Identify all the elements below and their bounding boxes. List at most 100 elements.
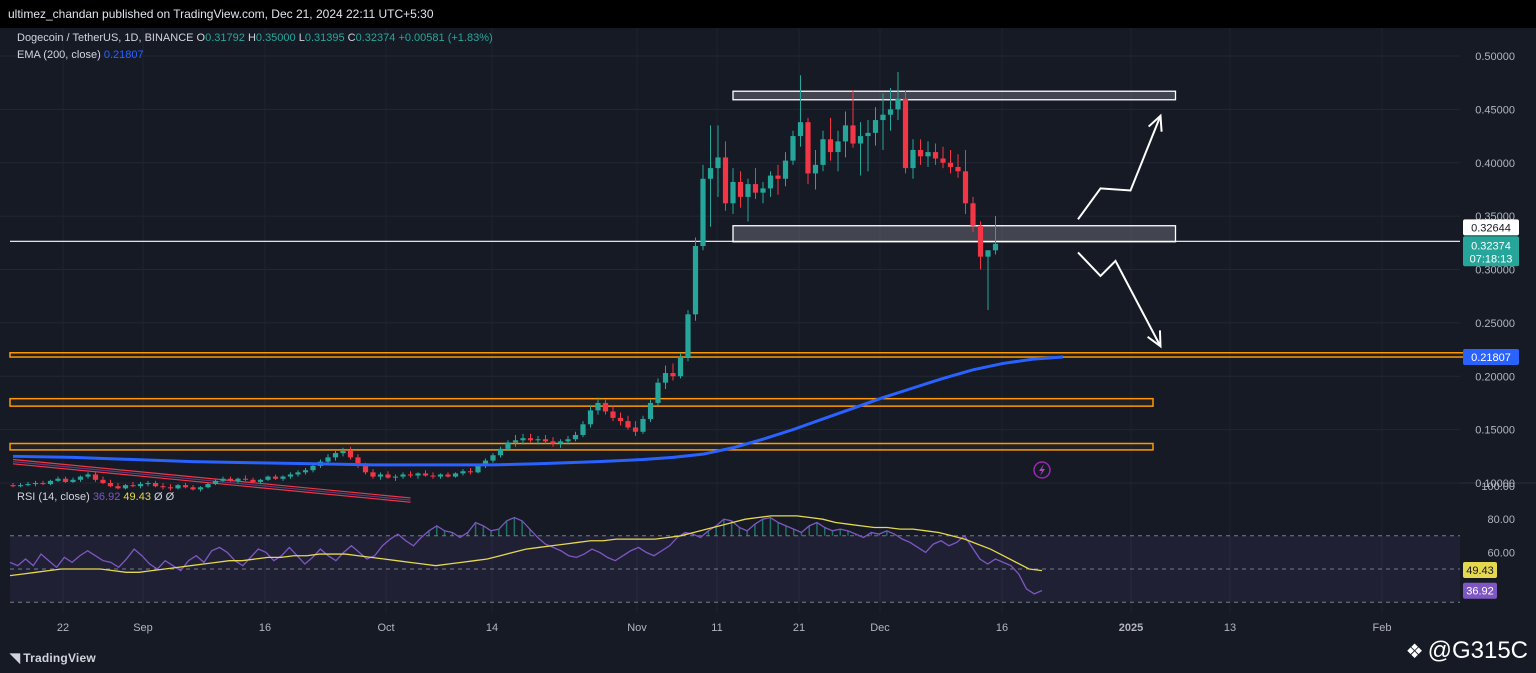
- tradingview-logo[interactable]: ◥ TradingView: [10, 650, 96, 666]
- candle-body: [550, 441, 556, 444]
- price-axis-tick: 0.10000: [1475, 478, 1515, 490]
- candle-body: [467, 471, 474, 473]
- arrows: [1033, 113, 1163, 479]
- candle-body: [992, 243, 999, 251]
- candle-body: [77, 476, 84, 480]
- candle-body: [205, 484, 211, 488]
- bull-arrow: [1077, 115, 1162, 220]
- candle-body: [655, 382, 661, 403]
- rsi-tag: 36.92: [1466, 586, 1494, 598]
- time-axis-tick: 2025: [1119, 622, 1143, 634]
- candle-body: [490, 455, 496, 461]
- bear-arrow-head: [1147, 330, 1162, 349]
- candle-body: [160, 486, 166, 488]
- candle-body: [70, 479, 76, 482]
- candle-body: [752, 184, 759, 193]
- candle-body: [407, 474, 414, 476]
- candle-body: [475, 465, 481, 473]
- price-axis-tick: 0.20000: [1475, 371, 1515, 383]
- candle-body: [265, 476, 271, 480]
- candle-body: [520, 438, 526, 441]
- hline-tag-bg: [1463, 219, 1519, 236]
- candle-body: [782, 160, 789, 179]
- price-axis-tick: 0.40000: [1475, 158, 1515, 170]
- candle-body: [47, 480, 54, 485]
- rsi-legend: RSI (14, close) 36.92 49.43 Ø Ø: [17, 491, 174, 503]
- candle-body: [370, 472, 376, 477]
- candle-body: [347, 450, 354, 458]
- candle-body: [452, 473, 459, 477]
- candle-body: [857, 136, 864, 144]
- publisher-text: ultimez_chandan published on TradingView…: [8, 7, 434, 21]
- time-axis-tick: Sep: [133, 622, 153, 634]
- candle-body: [377, 474, 384, 477]
- candle-body: [257, 479, 264, 482]
- candle-body: [392, 476, 399, 478]
- lightning-icon[interactable]: [1033, 461, 1051, 479]
- chart-area[interactable]: 0.50000 0.45000 0.40000 0.35000 0.30000 0.250…: [0, 28, 1536, 645]
- candle-body: [295, 472, 301, 475]
- time-axis-tick: 14: [486, 622, 498, 634]
- tradingview-brand: TradingView: [23, 651, 96, 665]
- chart-svg[interactable]: 0.50000 0.45000 0.40000 0.35000 0.30000 0.250…: [0, 28, 1536, 645]
- legend-l-label: L: [298, 32, 305, 44]
- candle-body: [602, 402, 609, 412]
- time-axis-tick: 16: [996, 622, 1008, 634]
- publisher-bar: ultimez_chandan published on TradingView…: [0, 0, 1536, 28]
- candle-body: [145, 483, 151, 485]
- ema-line: [12, 355, 1064, 467]
- candle-body: [850, 125, 856, 144]
- candle-body: [955, 167, 961, 172]
- candle-body: [175, 485, 181, 489]
- candle-body: [422, 473, 429, 476]
- legend-close: 0.32374: [355, 32, 396, 44]
- price-axis-tick: 0.45000: [1475, 104, 1515, 116]
- candle-body: [715, 157, 721, 169]
- candle-body: [32, 483, 39, 485]
- ema-200-line: [12, 355, 1064, 467]
- legend-o-label: O: [196, 32, 206, 44]
- candle-body: [820, 139, 826, 165]
- candle-body: [415, 473, 421, 476]
- legend-symbol: Dogecoin / TetherUS, 1D, BINANCE: [17, 32, 194, 44]
- candle-body: [212, 480, 219, 485]
- rsi-extra2: Ø: [165, 491, 175, 503]
- candle-body: [910, 149, 916, 169]
- time-axis-tick: Feb: [1373, 622, 1392, 634]
- candle-body: [737, 181, 744, 197]
- price-legend: Dogecoin / TetherUS, 1D, BINANCE O0.3179…: [17, 32, 493, 44]
- candle-body: [85, 474, 91, 477]
- candle-body: [445, 474, 451, 477]
- candle-body: [887, 109, 894, 115]
- candle-body: [662, 373, 669, 383]
- rsi-axis-tick: 80.00: [1487, 514, 1515, 526]
- candle-body: [940, 158, 946, 163]
- candle-body: [685, 314, 691, 358]
- candle-body: [92, 474, 99, 480]
- candle-body: [430, 475, 436, 477]
- candle-body: [722, 157, 729, 204]
- candle-body: [250, 479, 256, 482]
- rsi-extra1: Ø: [154, 491, 163, 503]
- candle-body: [767, 175, 774, 189]
- candle-body: [730, 181, 736, 204]
- candle-body: [587, 410, 594, 425]
- tradingview-logo-icon: ◥: [10, 650, 21, 665]
- candle-body: [55, 478, 61, 481]
- candle-body: [122, 485, 129, 489]
- candle-body: [272, 476, 279, 479]
- ema-legend: EMA (200, close) 0.21807: [17, 49, 144, 61]
- candle-body: [190, 487, 196, 490]
- candle-body: [287, 474, 294, 477]
- price-axis-tick: 0.15000: [1475, 425, 1515, 437]
- time-axis-tick: Nov: [627, 622, 647, 634]
- current-price-tag: 0.32374: [1471, 240, 1511, 252]
- legend-open: 0.31792: [205, 32, 245, 44]
- candle-body: [310, 465, 316, 471]
- candle-body: [505, 442, 511, 449]
- candle-body: [790, 136, 796, 161]
- axes: 0.500000.450000.400000.350000.300000.250…: [57, 51, 1519, 634]
- watermark-text: @G315C: [1427, 637, 1528, 664]
- footer: ◥ TradingView ❖ @G315C: [0, 637, 1536, 673]
- trendline: [12, 463, 411, 503]
